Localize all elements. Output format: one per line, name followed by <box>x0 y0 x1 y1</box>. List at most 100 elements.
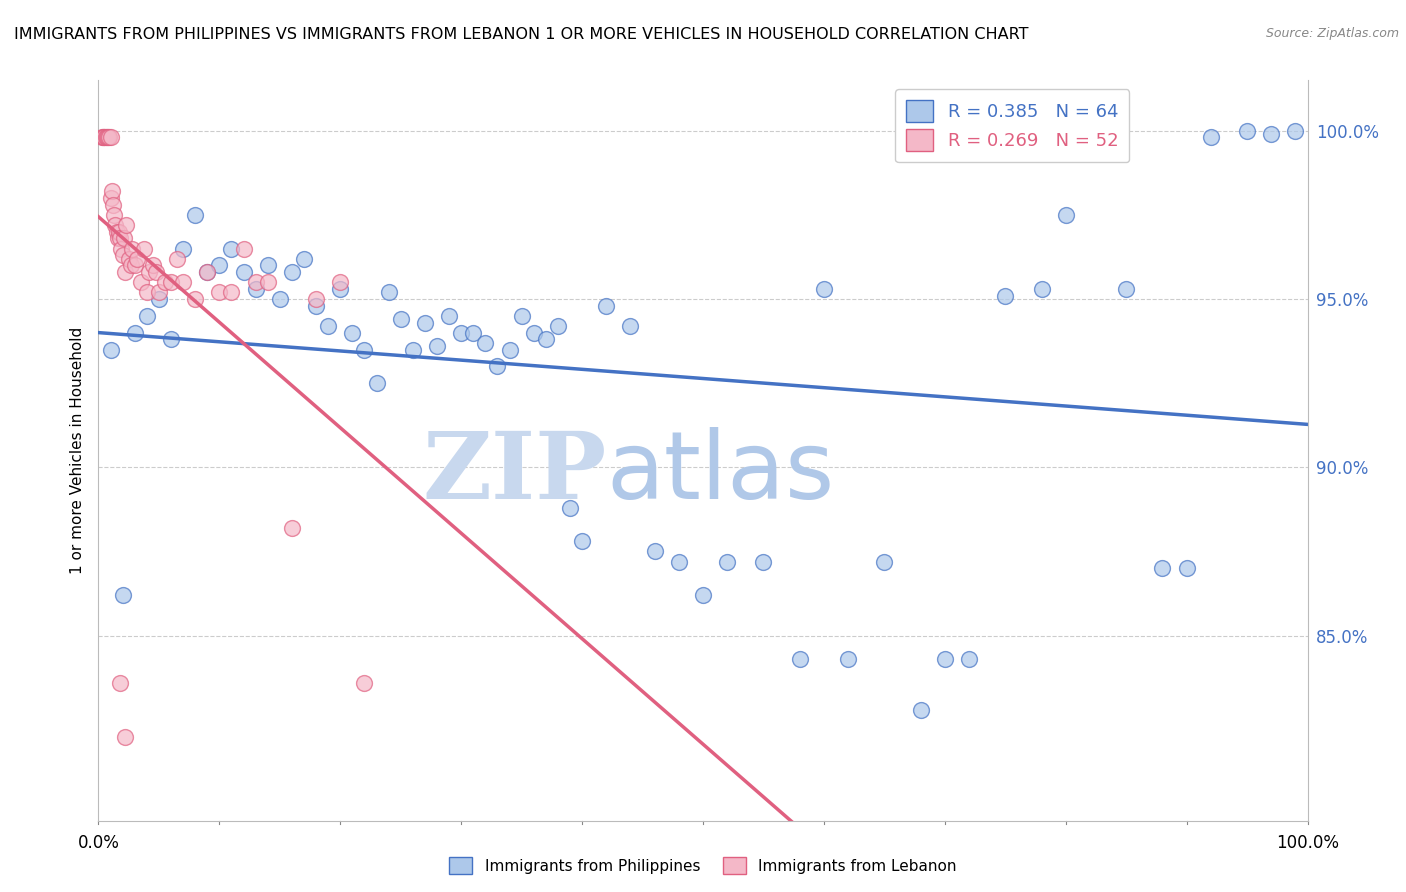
Point <box>619 318 641 333</box>
Point <box>108 675 131 690</box>
Point <box>129 275 152 289</box>
Point <box>256 275 278 289</box>
Point <box>153 275 176 289</box>
Point <box>172 242 194 256</box>
Point <box>195 265 218 279</box>
Legend: Immigrants from Philippines, Immigrants from Lebanon: Immigrants from Philippines, Immigrants … <box>443 851 963 880</box>
Point <box>934 652 956 666</box>
Point <box>208 258 231 272</box>
Point <box>91 130 114 145</box>
Text: 0.0%: 0.0% <box>77 834 120 852</box>
Point <box>994 288 1017 302</box>
Point <box>115 218 138 232</box>
Point <box>184 208 207 222</box>
Point <box>281 265 304 279</box>
Point <box>377 285 399 300</box>
Point <box>692 588 714 602</box>
Point <box>547 318 569 333</box>
Text: 100.0%: 100.0% <box>1277 834 1339 852</box>
Point <box>752 554 775 568</box>
Point <box>134 242 156 256</box>
Point <box>269 292 291 306</box>
Point <box>138 265 160 279</box>
Point <box>437 309 460 323</box>
Point <box>118 252 141 266</box>
Point <box>142 258 165 272</box>
Point <box>124 258 146 272</box>
Point <box>353 343 375 357</box>
Point <box>93 130 115 145</box>
Point <box>160 332 183 346</box>
Point <box>232 265 254 279</box>
Point <box>474 335 496 350</box>
Text: atlas: atlas <box>606 426 835 518</box>
Point <box>245 275 267 289</box>
Point <box>1175 561 1198 575</box>
Point <box>510 309 533 323</box>
Point <box>957 652 980 666</box>
Point <box>148 292 170 306</box>
Point <box>813 282 835 296</box>
Point <box>97 130 120 145</box>
Y-axis label: 1 or more Vehicles in Household: 1 or more Vehicles in Household <box>69 326 84 574</box>
Point <box>910 703 932 717</box>
Point <box>127 252 149 266</box>
Point <box>668 554 690 568</box>
Point <box>100 130 122 145</box>
Point <box>389 312 412 326</box>
Point <box>571 534 593 549</box>
Point <box>463 326 485 340</box>
Point <box>558 500 581 515</box>
Point <box>402 343 425 357</box>
Point <box>450 326 472 340</box>
Point <box>232 242 254 256</box>
Point <box>111 588 134 602</box>
Point <box>108 225 131 239</box>
Point <box>1054 208 1077 222</box>
Point <box>114 265 136 279</box>
Point <box>135 285 157 300</box>
Point <box>595 299 617 313</box>
Point <box>873 554 896 568</box>
Point <box>789 652 811 666</box>
Point <box>166 252 188 266</box>
Point <box>644 544 666 558</box>
Point <box>1284 124 1306 138</box>
Point <box>413 316 436 330</box>
Point <box>110 242 132 256</box>
Point <box>135 309 157 323</box>
Point <box>111 248 134 262</box>
Point <box>256 258 278 272</box>
Point <box>100 343 122 357</box>
Point <box>104 218 127 232</box>
Point <box>94 130 117 145</box>
Point <box>353 675 375 690</box>
Point <box>366 376 388 391</box>
Point <box>101 198 124 212</box>
Point <box>534 332 557 346</box>
Point <box>1031 282 1053 296</box>
Point <box>329 282 352 296</box>
Text: Source: ZipAtlas.com: Source: ZipAtlas.com <box>1265 27 1399 40</box>
Point <box>208 285 231 300</box>
Point <box>184 292 207 306</box>
Point <box>486 359 509 374</box>
Point <box>107 231 129 245</box>
Point <box>108 231 131 245</box>
Point <box>100 184 122 198</box>
Point <box>124 326 146 340</box>
Point <box>342 326 364 340</box>
Point <box>148 285 170 300</box>
Point <box>305 292 328 306</box>
Point <box>837 652 859 666</box>
Point <box>523 326 546 340</box>
Point <box>100 191 122 205</box>
Point <box>120 258 142 272</box>
Point <box>316 318 339 333</box>
Point <box>305 299 328 313</box>
Text: ZIP: ZIP <box>422 427 606 517</box>
Point <box>121 242 143 256</box>
Point <box>1199 130 1222 145</box>
Point <box>105 225 128 239</box>
Point <box>292 252 315 266</box>
